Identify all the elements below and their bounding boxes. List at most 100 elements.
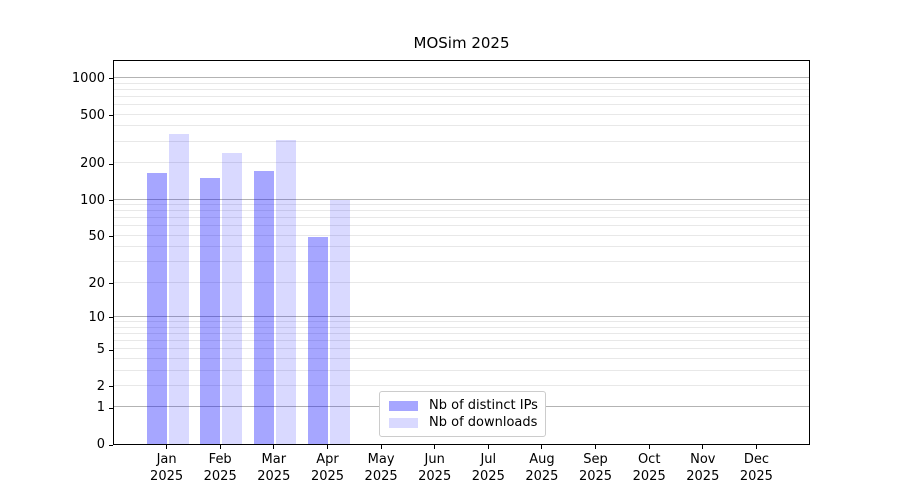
y-gridline-minor	[114, 332, 809, 334]
x-tick-year: 2025	[418, 468, 452, 484]
x-tick-label: Jul 2025	[448, 452, 528, 485]
y-gridline-minor	[114, 82, 809, 84]
y-tick-label: 500	[80, 107, 105, 123]
y-tick-mark	[109, 386, 113, 388]
y-gridline-minor	[114, 88, 809, 90]
legend-row-downloads: Nb of downloads	[389, 415, 538, 430]
x-tick-month: Dec	[743, 452, 769, 467]
x-tick-year: 2025	[739, 468, 773, 484]
x-tick-month: Jun	[424, 452, 445, 467]
y-gridline-minor	[114, 357, 809, 359]
bar-distinct-ips	[200, 178, 221, 444]
y-tick-mark	[109, 349, 113, 351]
y-gridline-major	[114, 198, 809, 200]
bar-downloads	[329, 199, 350, 444]
x-tick-year: 2025	[632, 468, 666, 484]
y-gridline-minor	[114, 321, 809, 322]
x-tick-month: Jan	[156, 452, 177, 467]
x-tick-mark	[702, 445, 704, 449]
x-tick-label: May 2025	[341, 452, 421, 485]
y-tick-mark	[109, 283, 113, 285]
y-gridline-minor	[114, 326, 809, 328]
y-gridline-minor	[114, 281, 809, 283]
y-gridline-minor	[114, 261, 809, 262]
plot-area	[113, 60, 810, 445]
y-gridline-minor	[114, 339, 809, 341]
x-tick-label: Feb 2025	[180, 452, 260, 485]
y-gridline-minor	[114, 162, 809, 163]
legend: Nb of distinct IPs Nb of downloads	[379, 391, 546, 437]
y-tick-mark	[109, 78, 113, 80]
legend-label-distinct-ips: Nb of distinct IPs	[429, 398, 538, 413]
x-tick-month: May	[367, 452, 395, 467]
y-tick-mark	[109, 115, 113, 117]
y-tick-label: 5	[96, 342, 105, 358]
y-tick-label: 100	[80, 192, 105, 208]
y-tick-label: 20	[88, 275, 105, 291]
x-tick-month: Nov	[690, 452, 716, 467]
y-gridline-major	[114, 315, 809, 317]
x-tick-month: Apr	[316, 452, 339, 467]
x-tick-mark	[434, 445, 436, 449]
x-tick-month: Aug	[529, 452, 555, 467]
x-tick-mark	[219, 445, 221, 449]
y-gridline-minor	[114, 140, 809, 142]
y-gridline-minor	[114, 204, 809, 205]
y-tick-mark	[109, 236, 113, 238]
x-tick-label: Oct 2025	[609, 452, 689, 485]
x-tick-year: 2025	[578, 468, 613, 484]
x-tick-year: 2025	[257, 468, 291, 484]
y-tick-label: 0	[96, 437, 105, 452]
x-tick-year: 2025	[686, 468, 720, 484]
bar-distinct-ips	[253, 170, 274, 444]
x-tick-year: 2025	[525, 468, 559, 484]
x-tick-mark	[595, 445, 596, 449]
x-tick-mark	[380, 445, 382, 449]
y-gridline-minor	[114, 95, 809, 97]
legend-label-downloads: Nb of downloads	[429, 415, 538, 430]
x-tick-year: 2025	[310, 468, 345, 484]
y-gridline-minor	[114, 104, 809, 105]
x-tick-mark	[273, 445, 275, 449]
x-tick-label: Mar 2025	[234, 452, 314, 485]
x-tick-mark	[541, 445, 543, 449]
y-gridline-minor	[114, 113, 809, 115]
x-tick-month: Feb	[208, 452, 232, 467]
y-gridline-minor	[114, 234, 809, 236]
legend-swatch-downloads	[389, 417, 418, 428]
y-tick-label: 50	[88, 228, 105, 244]
x-tick-mark	[166, 445, 168, 449]
y-gridline-minor	[114, 225, 809, 227]
x-tick-label: Aug 2025	[502, 452, 582, 485]
x-tick-label: Apr 2025	[288, 452, 368, 485]
y-tick-label: 200	[80, 156, 105, 171]
x-tick-month: Mar	[261, 452, 287, 467]
y-gridline-major	[114, 76, 809, 78]
y-gridline-minor	[114, 125, 809, 127]
y-gridline-minor	[114, 384, 809, 386]
y-gridline-minor	[114, 369, 809, 371]
bar-downloads	[275, 139, 296, 444]
y-tick-mark	[109, 200, 113, 201]
bar-downloads	[222, 153, 243, 444]
y-gridline-minor	[114, 217, 809, 219]
x-tick-label: Nov 2025	[663, 452, 743, 485]
x-tick-label: Dec 2025	[716, 452, 796, 485]
x-tick-mark	[487, 445, 489, 449]
legend-row-distinct-ips: Nb of distinct IPs	[389, 398, 538, 413]
y-tick-mark	[109, 444, 113, 446]
y-gridline-minor	[114, 348, 809, 350]
y-tick-mark	[109, 317, 113, 319]
y-tick-label: 1000	[71, 70, 105, 86]
chart-title: MOSim 2025	[413, 34, 510, 52]
x-tick-label: Sep 2025	[556, 452, 636, 485]
x-tick-mark	[648, 445, 650, 449]
y-tick-mark	[109, 407, 113, 409]
y-gridline-minor	[114, 210, 809, 212]
x-tick-month: Oct	[637, 452, 661, 467]
bar-distinct-ips	[307, 236, 328, 444]
y-tick-label: 10	[88, 309, 105, 325]
x-tick-year: 2025	[150, 468, 184, 484]
legend-swatch-distinct-ips	[389, 400, 418, 411]
